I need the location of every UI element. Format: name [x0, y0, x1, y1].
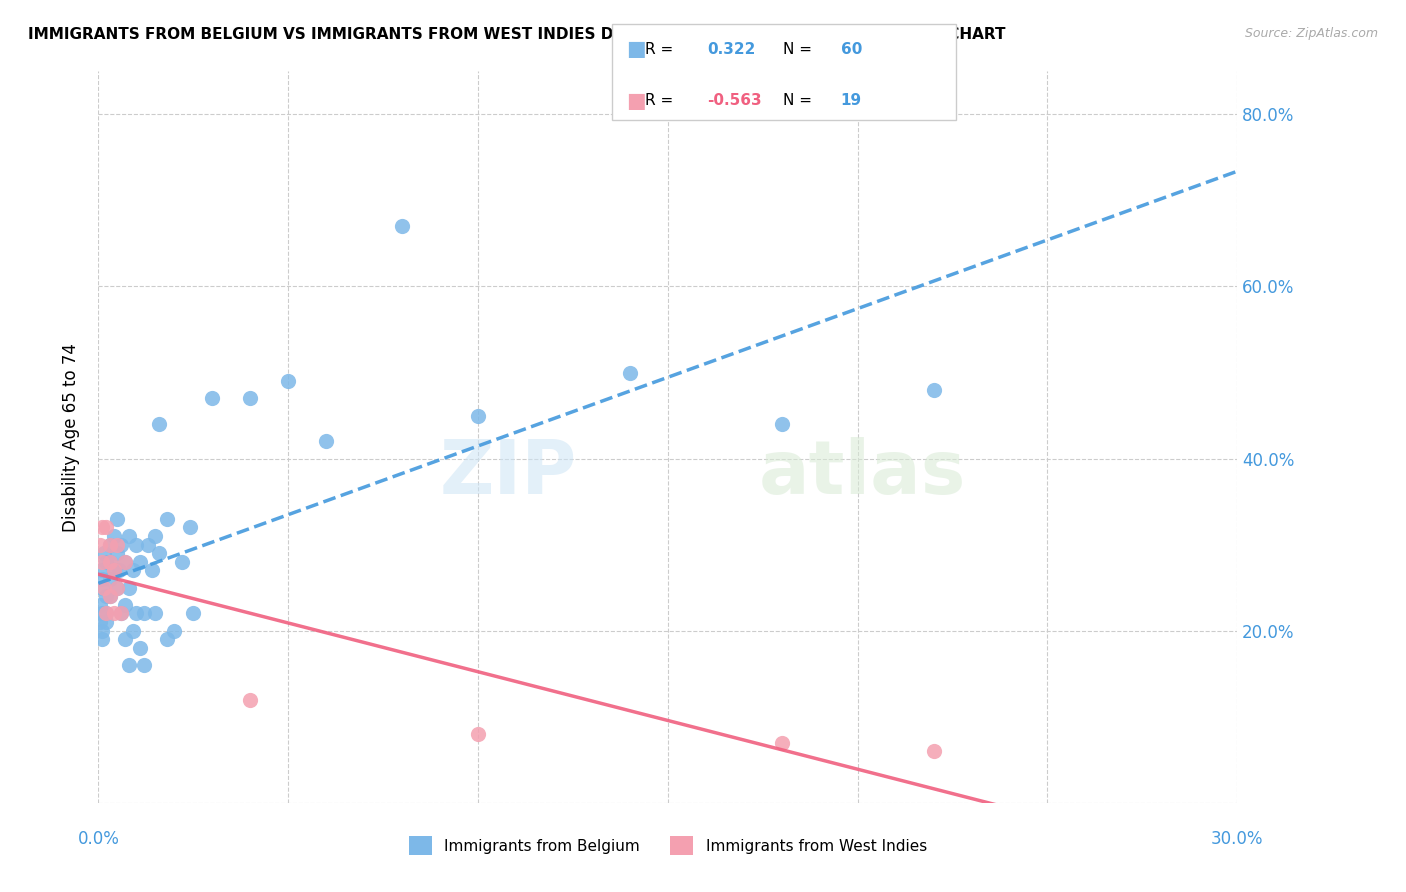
Point: [148, 417, 170, 432]
Point: [103, 564, 125, 578]
Point: [467, 409, 489, 423]
Text: 30.0%: 30.0%: [1211, 830, 1264, 847]
Point: [107, 512, 129, 526]
Point: [98, 589, 121, 603]
Text: -0.563: -0.563: [707, 94, 762, 108]
Point: [114, 632, 136, 647]
Point: [89, 538, 111, 552]
Point: [922, 383, 945, 397]
Point: [94, 607, 117, 621]
Point: [145, 607, 167, 621]
Point: [114, 555, 136, 569]
Text: atlas: atlas: [759, 437, 966, 510]
Point: [91, 632, 114, 647]
Point: [93, 546, 115, 560]
Point: [93, 581, 115, 595]
Y-axis label: Disability Age 65 to 74: Disability Age 65 to 74: [62, 343, 80, 532]
Point: [98, 538, 121, 552]
Point: [103, 529, 125, 543]
Point: [107, 581, 129, 595]
Point: [239, 392, 262, 406]
Text: IMMIGRANTS FROM BELGIUM VS IMMIGRANTS FROM WEST INDIES DISABILITY AGE 65 TO 74 C: IMMIGRANTS FROM BELGIUM VS IMMIGRANTS FR…: [28, 27, 1005, 42]
Point: [107, 581, 129, 595]
Point: [89, 598, 111, 612]
Text: 19: 19: [841, 94, 862, 108]
Point: [118, 658, 141, 673]
Point: [132, 658, 155, 673]
Point: [91, 624, 114, 638]
Point: [98, 555, 121, 569]
Point: [129, 640, 152, 655]
Point: [91, 572, 114, 586]
Point: [201, 392, 224, 406]
Text: 60: 60: [841, 42, 862, 56]
Point: [118, 529, 141, 543]
Point: [619, 366, 641, 380]
Text: 0.322: 0.322: [707, 42, 755, 56]
Point: [156, 512, 179, 526]
Point: [103, 607, 125, 621]
Point: [98, 555, 121, 569]
Point: [98, 538, 121, 552]
Point: [183, 607, 205, 621]
Point: [91, 607, 114, 621]
Point: [922, 744, 945, 758]
Text: N =: N =: [783, 94, 813, 108]
Point: [114, 555, 136, 569]
Point: [94, 607, 117, 621]
Point: [118, 581, 141, 595]
Point: [94, 520, 117, 534]
Point: [110, 607, 132, 621]
Point: [148, 546, 170, 560]
Point: [98, 589, 121, 603]
Point: [91, 581, 114, 595]
Point: [136, 538, 159, 552]
Point: [103, 564, 125, 578]
Point: [156, 632, 179, 647]
Point: [129, 555, 152, 569]
Legend: Immigrants from Belgium, Immigrants from West Indies: Immigrants from Belgium, Immigrants from…: [404, 830, 932, 861]
Text: R =: R =: [645, 94, 673, 108]
Text: N =: N =: [783, 42, 813, 56]
Point: [770, 735, 793, 749]
Point: [163, 624, 186, 638]
Point: [110, 607, 132, 621]
Text: R =: R =: [645, 42, 673, 56]
Point: [108, 564, 131, 578]
Point: [110, 538, 132, 552]
Point: [114, 598, 136, 612]
Point: [94, 615, 117, 629]
Point: [121, 564, 143, 578]
Point: [170, 555, 193, 569]
Point: [98, 572, 121, 586]
Point: [107, 546, 129, 560]
Text: ■: ■: [626, 39, 645, 59]
Point: [179, 520, 201, 534]
Point: [107, 538, 129, 552]
Text: Source: ZipAtlas.com: Source: ZipAtlas.com: [1244, 27, 1378, 40]
Point: [145, 529, 167, 543]
Point: [132, 607, 155, 621]
Point: [467, 727, 489, 741]
Point: [94, 555, 117, 569]
Text: ZIP: ZIP: [440, 437, 576, 510]
Text: ■: ■: [626, 91, 645, 111]
Point: [391, 219, 413, 234]
Point: [94, 589, 117, 603]
Point: [89, 615, 111, 629]
Point: [239, 692, 262, 706]
Point: [141, 564, 163, 578]
Point: [315, 434, 337, 449]
Point: [121, 624, 143, 638]
Text: 0.0%: 0.0%: [77, 830, 120, 847]
Point: [91, 564, 114, 578]
Point: [277, 374, 299, 388]
Point: [91, 555, 114, 569]
Point: [125, 607, 148, 621]
Point: [91, 520, 114, 534]
Point: [125, 538, 148, 552]
Point: [770, 417, 793, 432]
